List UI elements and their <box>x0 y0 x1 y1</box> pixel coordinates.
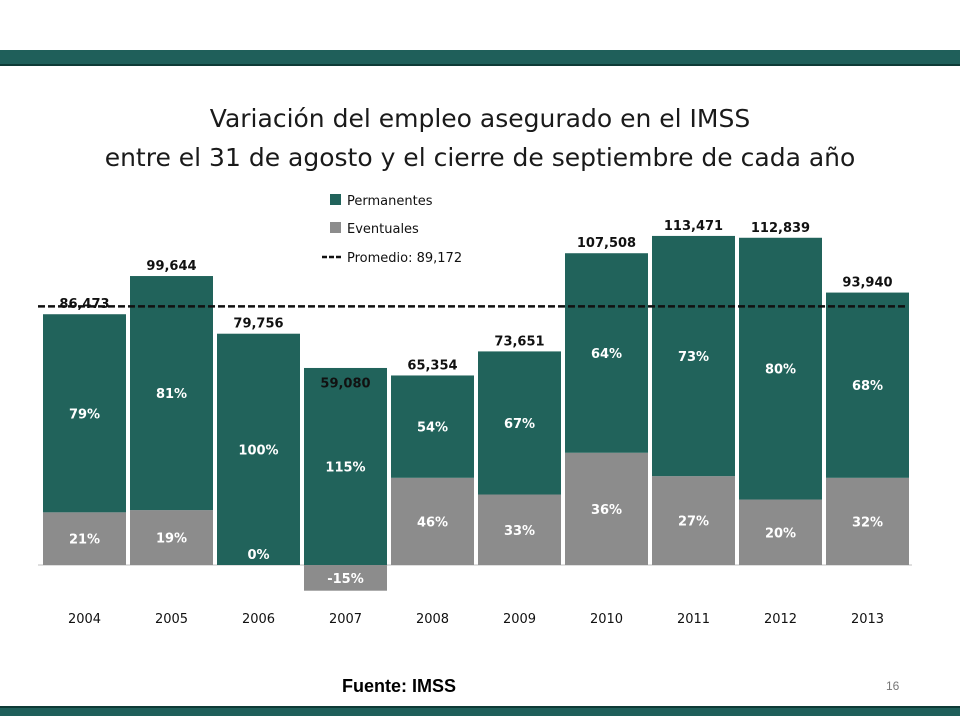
x-tick-2010: 2010 <box>590 612 623 627</box>
eventuales-pct-2007: -15% <box>327 572 364 587</box>
total-label-2013: 93,940 <box>842 276 892 291</box>
bar-permanentes-2012 <box>739 237 822 500</box>
total-label-2005: 99,644 <box>146 259 196 274</box>
page-number: 16 <box>886 679 900 693</box>
total-label-2008: 65,354 <box>407 358 457 373</box>
x-tick-2009: 2009 <box>503 612 536 627</box>
legend-label-eventuales: Eventuales <box>347 222 419 237</box>
bar-eventuales-2013 <box>826 477 909 565</box>
eventuales-pct-2011: 27% <box>678 515 709 530</box>
top-band <box>0 50 960 66</box>
bar-permanentes-2010 <box>565 253 648 453</box>
total-label-2010: 107,508 <box>577 236 636 251</box>
permanentes-pct-2007: 115% <box>325 460 365 475</box>
total-label-2009: 73,651 <box>494 334 544 349</box>
permanentes-pct-2008: 54% <box>417 421 448 436</box>
permanentes-pct-2011: 73% <box>678 350 709 365</box>
total-label-2011: 113,471 <box>664 219 723 234</box>
x-tick-2006: 2006 <box>242 612 275 627</box>
total-label-2006: 79,756 <box>233 317 283 332</box>
total-label-2004: 86,473 <box>59 297 109 312</box>
bar-eventuales-2007 <box>304 565 387 591</box>
bar-eventuales-2010 <box>565 452 648 565</box>
eventuales-pct-2008: 46% <box>417 515 448 530</box>
bottom-band <box>0 706 960 716</box>
legend-swatch-eventuales <box>330 222 341 233</box>
bar-eventuales-2008 <box>391 477 474 565</box>
bar-permanentes-2009 <box>478 351 561 495</box>
bar-permanentes-2006 <box>217 333 300 565</box>
bar-eventuales-2005 <box>130 510 213 565</box>
x-tick-2008: 2008 <box>416 612 449 627</box>
x-tick-2005: 2005 <box>155 612 188 627</box>
total-label-2007: 59,080 <box>320 377 370 392</box>
permanentes-pct-2012: 80% <box>765 363 796 378</box>
bar-permanentes-2004 <box>43 314 126 513</box>
legend-label-average: Promedio: 89,172 <box>347 251 462 266</box>
eventuales-pct-2013: 32% <box>852 515 883 530</box>
bar-permanentes-2011 <box>652 235 735 477</box>
permanentes-pct-2010: 64% <box>591 347 622 362</box>
eventuales-pct-2004: 21% <box>69 533 100 548</box>
eventuales-pct-2010: 36% <box>591 503 622 518</box>
x-tick-2012: 2012 <box>764 612 797 627</box>
total-label-2012: 112,839 <box>751 221 810 236</box>
bar-permanentes-2005 <box>130 276 213 511</box>
permanentes-pct-2006: 100% <box>238 443 278 458</box>
source-note: Fuente: IMSS <box>342 676 457 696</box>
eventuales-pct-2006: 0% <box>247 548 269 563</box>
permanentes-pct-2013: 68% <box>852 379 883 394</box>
bar-permanentes-2008 <box>391 375 474 478</box>
x-tick-2007: 2007 <box>329 612 362 627</box>
legend-swatch-permanentes <box>330 194 341 205</box>
x-tick-2013: 2013 <box>851 612 884 627</box>
legend-label-permanentes: Permanentes <box>347 194 433 209</box>
eventuales-pct-2012: 20% <box>765 526 796 541</box>
permanentes-pct-2004: 79% <box>69 407 100 422</box>
bar-permanentes-2013 <box>826 292 909 478</box>
bar-eventuales-2004 <box>43 512 126 565</box>
chart-title-line-1: Variación del empleo asegurado en el IMS… <box>209 104 751 133</box>
bar-eventuales-2012 <box>739 499 822 565</box>
bar-eventuales-2011 <box>652 476 735 565</box>
eventuales-pct-2005: 19% <box>156 532 187 547</box>
x-tick-2011: 2011 <box>677 612 710 627</box>
chart-title-line-2: entre el 31 de agosto y el cierre de sep… <box>104 143 856 172</box>
eventuales-pct-2009: 33% <box>504 524 535 539</box>
permanentes-pct-2005: 81% <box>156 387 187 402</box>
permanentes-pct-2009: 67% <box>504 417 535 432</box>
x-tick-2004: 2004 <box>68 612 101 627</box>
bar-eventuales-2009 <box>478 494 561 565</box>
bar-permanentes-2007 <box>304 367 387 565</box>
